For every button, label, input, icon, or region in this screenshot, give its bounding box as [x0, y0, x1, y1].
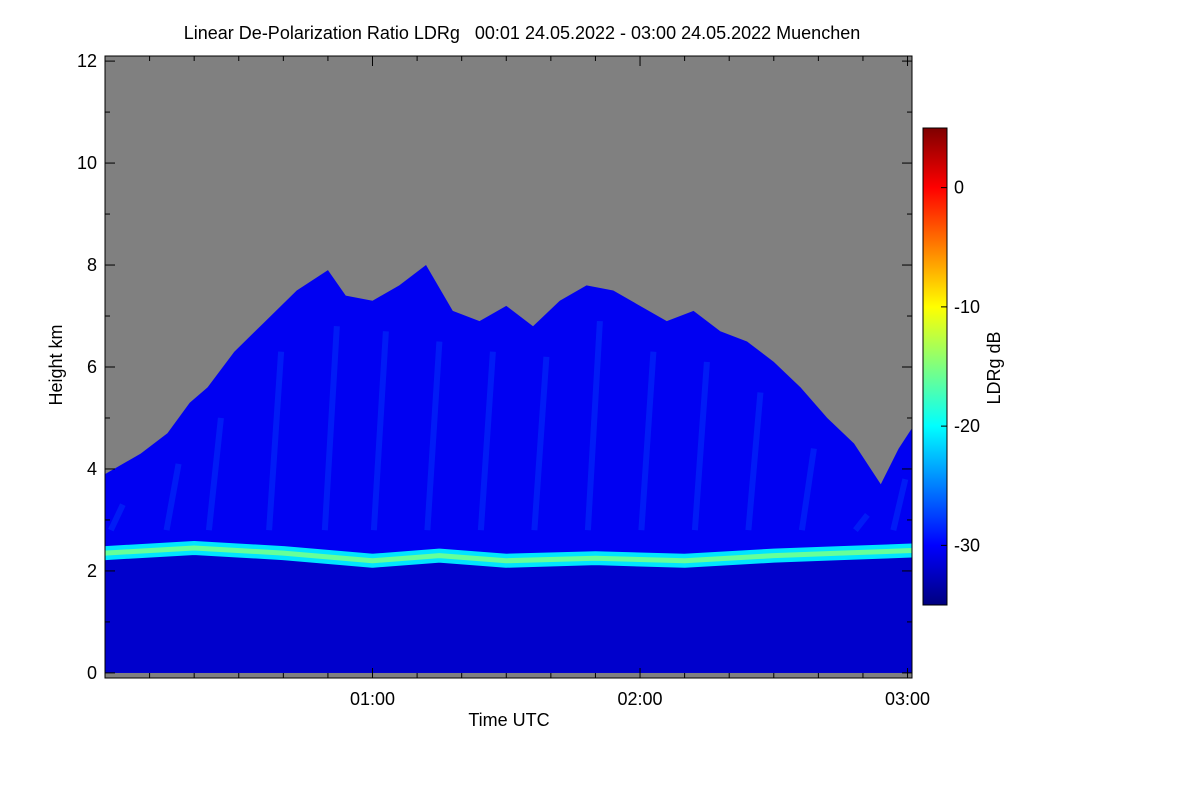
y-tick-label: 8 [87, 255, 97, 275]
colorbar-tick-label: -10 [954, 297, 980, 317]
colorbar-tick-label: 0 [954, 178, 964, 198]
fall-streak [163, 463, 182, 531]
plot-area [105, 56, 912, 678]
fall-streak [798, 448, 817, 531]
fall-streak [853, 513, 870, 532]
fall-streak [205, 417, 224, 531]
x-axis-label: Time UTC [468, 710, 549, 730]
fall-streak [424, 341, 443, 531]
fall-streak [477, 351, 496, 531]
colorbar-scale [922, 127, 948, 606]
y-tick-label: 2 [87, 561, 97, 581]
fall-streak [266, 351, 285, 531]
y-tick-label: 4 [87, 459, 97, 479]
fall-streak [745, 392, 764, 531]
y-tick-label: 12 [77, 51, 97, 71]
colorbar-ticks: 0 -10 -20 -30 [941, 178, 980, 555]
fall-streak [321, 326, 340, 531]
x-tick-label: 02:00 [618, 689, 663, 709]
x-axis: 01:00 02:00 03:00 [149, 56, 930, 709]
heatmap-layers [105, 265, 912, 673]
melting-layer-core [105, 545, 912, 564]
fall-streak [370, 331, 389, 531]
y-tick-label: 10 [77, 153, 97, 173]
y-tick-label: 0 [87, 663, 97, 683]
y-tick-label: 6 [87, 357, 97, 377]
fall-streak [531, 356, 550, 531]
fall-streak [108, 503, 126, 532]
colorbar-tick-label: -20 [954, 416, 980, 436]
fall-streak [691, 361, 710, 531]
fall-streak [584, 320, 603, 531]
chart-title: Linear De-Polarization Ratio LDRg 00:01 … [184, 23, 860, 43]
fall-streak [638, 351, 657, 531]
colorbar: 0 -10 -20 -30 LDRg dB [922, 127, 1004, 606]
fall-streak [890, 478, 909, 531]
boundary-layer [105, 553, 912, 673]
x-tick-label: 03:00 [885, 689, 930, 709]
colorbar-label: LDRg dB [984, 331, 1004, 404]
x-tick-label: 01:00 [350, 689, 395, 709]
colorbar-tick-label: -30 [954, 535, 980, 555]
y-axis-label: Height km [46, 324, 66, 405]
y-axis: 0 2 4 6 8 10 12 [77, 51, 912, 683]
